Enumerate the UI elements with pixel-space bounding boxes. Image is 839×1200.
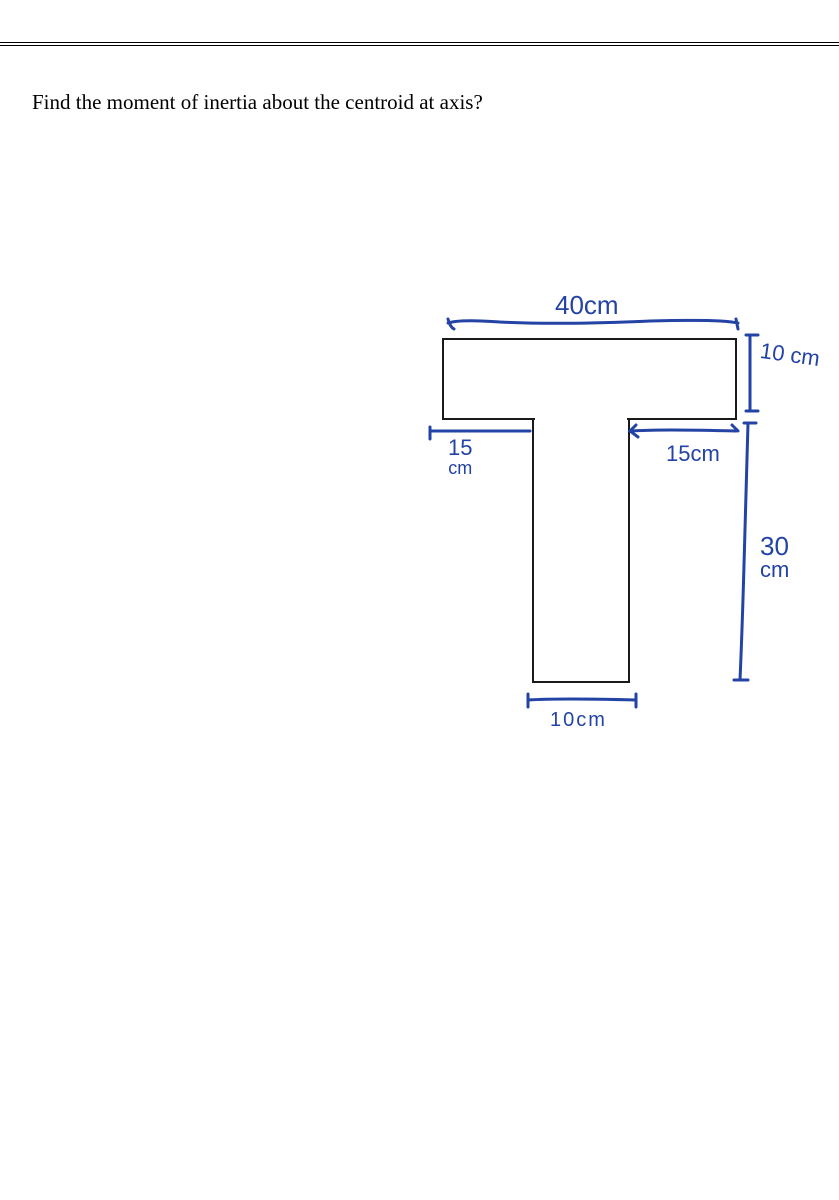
dimension-lines bbox=[430, 319, 758, 707]
dim-line-stem-height bbox=[740, 423, 748, 680]
label-stem-height: 30 cm bbox=[760, 533, 789, 581]
t-shape-outline bbox=[443, 339, 736, 682]
dim-line-right-offset bbox=[632, 430, 736, 431]
t-section-diagram: 40cm 10 cm 15 cm 15cm 30 cm 10cm bbox=[0, 145, 839, 665]
label-stem-width: 10cm bbox=[550, 709, 607, 732]
page-top-rule bbox=[0, 42, 839, 46]
label-top-width: 40cm bbox=[555, 290, 619, 321]
label-right-offset: 15cm bbox=[666, 441, 720, 467]
label-top-height: 10 cm bbox=[760, 345, 820, 365]
dim-line-stem-width bbox=[528, 699, 636, 700]
question-prompt: Find the moment of inertia about the cen… bbox=[32, 90, 483, 115]
label-left-offset: 15 cm bbox=[448, 437, 472, 477]
